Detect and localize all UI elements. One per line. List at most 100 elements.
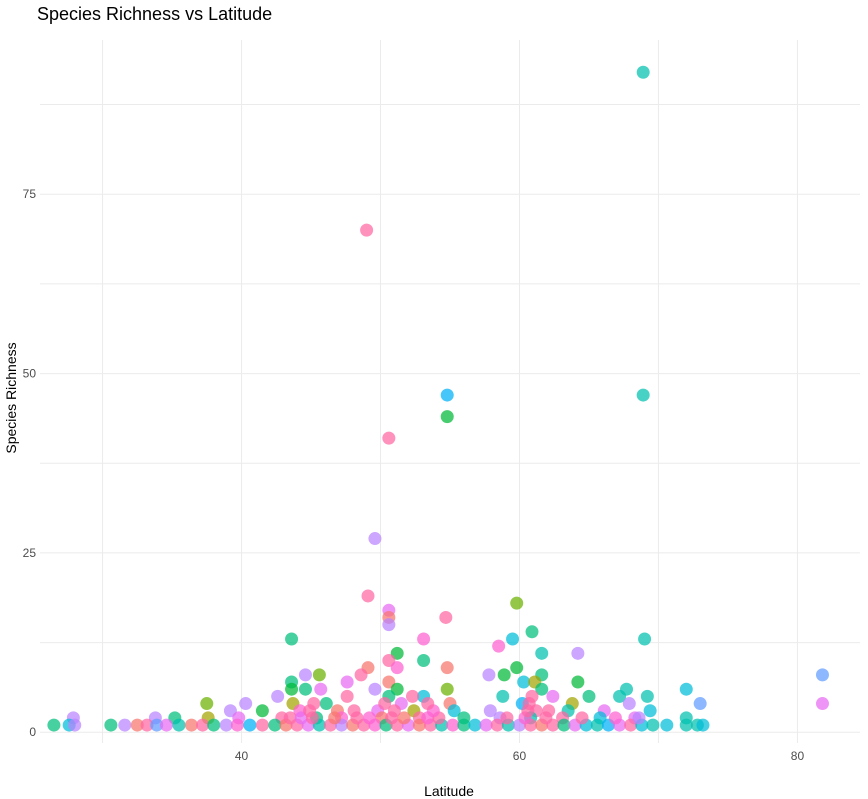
data-point bbox=[340, 689, 354, 703]
data-point bbox=[482, 668, 496, 682]
data-point bbox=[608, 711, 622, 725]
data-point bbox=[328, 711, 342, 725]
data-point bbox=[643, 704, 657, 718]
x-axis-title: Latitude bbox=[424, 783, 474, 799]
data-point bbox=[571, 675, 585, 689]
data-point bbox=[268, 718, 282, 732]
data-point bbox=[285, 632, 299, 646]
data-point bbox=[679, 718, 693, 732]
data-point bbox=[140, 718, 154, 732]
data-point bbox=[243, 718, 257, 732]
data-point bbox=[696, 718, 710, 732]
data-point bbox=[457, 718, 471, 732]
data-point bbox=[382, 431, 396, 445]
data-point bbox=[298, 668, 312, 682]
data-points bbox=[47, 65, 829, 732]
data-point bbox=[390, 661, 404, 675]
grid-lines bbox=[40, 40, 860, 743]
data-point bbox=[360, 223, 374, 237]
data-point bbox=[239, 697, 253, 711]
x-tick-label: 60 bbox=[513, 749, 527, 763]
data-point bbox=[368, 682, 382, 696]
data-point bbox=[382, 618, 396, 632]
data-point bbox=[490, 718, 504, 732]
data-point bbox=[446, 718, 460, 732]
data-point bbox=[693, 697, 707, 711]
data-point bbox=[636, 388, 650, 402]
data-point bbox=[468, 718, 482, 732]
data-point bbox=[421, 697, 435, 711]
data-point bbox=[492, 639, 506, 653]
data-point bbox=[636, 65, 650, 79]
data-point bbox=[525, 625, 539, 639]
data-point bbox=[622, 697, 636, 711]
data-point bbox=[196, 718, 210, 732]
data-point bbox=[130, 718, 144, 732]
data-point bbox=[815, 697, 829, 711]
data-point bbox=[525, 689, 539, 703]
data-point bbox=[632, 711, 646, 725]
data-point bbox=[440, 388, 454, 402]
data-point bbox=[440, 682, 454, 696]
data-point bbox=[361, 589, 375, 603]
y-tick-label: 50 bbox=[23, 367, 37, 381]
data-point bbox=[285, 682, 299, 696]
data-point bbox=[571, 646, 585, 660]
data-point bbox=[219, 718, 233, 732]
data-point bbox=[47, 718, 61, 732]
y-tick-label: 25 bbox=[23, 546, 37, 560]
data-point bbox=[150, 718, 164, 732]
data-point bbox=[405, 689, 419, 703]
data-point bbox=[271, 689, 285, 703]
data-point bbox=[68, 718, 82, 732]
x-axis-ticks: 40 60 80 bbox=[235, 749, 805, 763]
data-point bbox=[368, 532, 382, 546]
data-point bbox=[660, 718, 674, 732]
data-point bbox=[230, 718, 244, 732]
data-point bbox=[118, 718, 132, 732]
chart-title: Species Richness vs Latitude bbox=[37, 4, 273, 24]
data-point bbox=[575, 711, 589, 725]
data-point bbox=[500, 711, 514, 725]
data-point bbox=[207, 718, 221, 732]
data-point bbox=[417, 654, 431, 668]
data-point bbox=[582, 689, 596, 703]
data-point bbox=[255, 718, 269, 732]
data-point bbox=[590, 718, 604, 732]
data-point bbox=[362, 711, 376, 725]
data-point bbox=[347, 704, 361, 718]
data-point bbox=[510, 661, 524, 675]
data-point bbox=[104, 718, 118, 732]
x-tick-label: 80 bbox=[791, 749, 805, 763]
data-point bbox=[640, 689, 654, 703]
data-point bbox=[417, 632, 431, 646]
data-point bbox=[535, 682, 549, 696]
data-point bbox=[200, 697, 214, 711]
x-tick-label: 40 bbox=[235, 749, 249, 763]
data-point bbox=[646, 718, 660, 732]
data-point bbox=[535, 646, 549, 660]
data-point bbox=[510, 596, 524, 610]
data-point bbox=[546, 689, 560, 703]
data-point bbox=[496, 689, 510, 703]
data-point bbox=[255, 704, 269, 718]
data-point bbox=[314, 682, 328, 696]
data-point bbox=[307, 697, 321, 711]
data-point bbox=[440, 661, 454, 675]
data-point bbox=[184, 718, 198, 732]
data-point bbox=[517, 675, 531, 689]
data-point bbox=[479, 718, 493, 732]
y-axis-title: Species Richness bbox=[3, 342, 19, 453]
data-point bbox=[319, 697, 333, 711]
data-point bbox=[638, 632, 652, 646]
data-point bbox=[354, 668, 368, 682]
data-point bbox=[159, 718, 173, 732]
y-tick-label: 75 bbox=[23, 187, 37, 201]
data-point bbox=[312, 668, 326, 682]
data-point bbox=[172, 718, 186, 732]
data-point bbox=[378, 697, 392, 711]
y-tick-label: 0 bbox=[29, 725, 36, 739]
data-point bbox=[440, 410, 454, 424]
data-point bbox=[815, 668, 829, 682]
